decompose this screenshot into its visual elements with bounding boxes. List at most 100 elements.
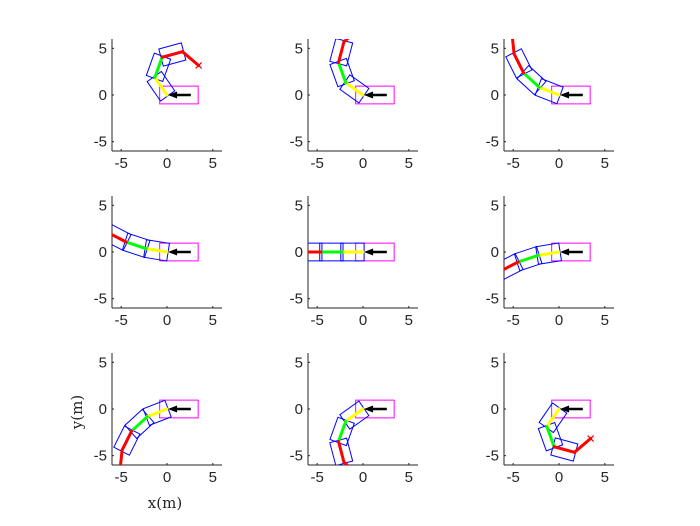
lead-body	[551, 242, 591, 262]
y-tick-label: -5	[486, 134, 499, 151]
subplot-row3-col3: -5 0 5 -5 0 5	[486, 353, 614, 486]
path-segment	[344, 407, 365, 423]
plot-area	[505, 39, 591, 105]
lead-body	[355, 399, 395, 419]
heading-arrow-head	[559, 91, 570, 99]
path-segment	[504, 260, 520, 272]
y-tick-label: 0	[99, 401, 107, 418]
module-body	[505, 48, 533, 79]
heading-arrow-head	[559, 248, 570, 256]
end-marker	[587, 435, 595, 442]
x-tick-label: 5	[209, 155, 217, 172]
path-segment	[482, 272, 499, 285]
end-marker	[357, 25, 363, 31]
y-tick-label: 5	[99, 354, 107, 371]
y-tick-label: 5	[491, 354, 499, 371]
x-tick-label: 0	[555, 312, 563, 329]
path-segment	[153, 75, 169, 97]
y-tick-label: 0	[295, 87, 303, 104]
y-tick-label: 5	[491, 197, 499, 214]
lead-body	[355, 85, 395, 105]
x-tick-label: -5	[114, 155, 127, 172]
path-segment	[512, 52, 526, 75]
x-tick-label: -5	[506, 155, 519, 172]
path-segment	[119, 448, 124, 465]
end-marker	[276, 249, 282, 255]
heading-arrow-head	[559, 405, 570, 413]
y-tick-label: -5	[94, 134, 107, 151]
x-tick-label: 5	[601, 469, 609, 486]
x-tick-label: 0	[359, 155, 367, 172]
path-segment	[153, 55, 164, 79]
x-tick-label: 0	[555, 155, 563, 172]
subplot-row1-col1: -5 0 5 -5 0 5	[94, 39, 222, 172]
plot-area	[537, 399, 595, 462]
module-body	[308, 242, 323, 262]
x-tick-label: -5	[310, 312, 323, 329]
y-tick-label: 0	[491, 401, 499, 418]
x-tick-label: 5	[405, 312, 413, 329]
plot-area	[276, 242, 395, 262]
module-body	[504, 252, 524, 280]
x-tick-label: 5	[405, 155, 413, 172]
y-tick-label: -5	[290, 134, 303, 151]
subplot-row1-col3: -5 0 5 -5 0 5	[486, 39, 614, 172]
x-tick-label: 0	[555, 469, 563, 486]
plot-area	[113, 399, 199, 465]
module-body	[534, 77, 564, 105]
y-tick-label: 0	[99, 87, 107, 104]
y-tick-label: -5	[486, 448, 499, 465]
y-tick-label: 0	[491, 87, 499, 104]
plot-area	[87, 217, 199, 262]
path-segment	[144, 247, 169, 254]
module-body	[329, 437, 354, 465]
x-tick-label: -5	[310, 469, 323, 486]
x-tick-label: -5	[506, 469, 519, 486]
end-marker	[87, 217, 93, 223]
lead-body	[159, 85, 199, 105]
module-body	[538, 402, 568, 434]
module-body	[339, 74, 370, 104]
plot-area	[329, 25, 395, 105]
y-tick-label: 0	[295, 401, 303, 418]
module-body	[537, 421, 564, 452]
y-tick-label: 5	[295, 197, 303, 214]
lead-body	[355, 242, 395, 262]
path-segment	[344, 81, 365, 97]
x-tick-label: 5	[405, 469, 413, 486]
plot-area	[145, 42, 203, 105]
x-tick-label: 0	[163, 312, 171, 329]
y-tick-label: -5	[290, 448, 303, 465]
module-body	[142, 399, 172, 427]
subplot-row2-col2: -5 0 5 -5 0 5	[276, 196, 418, 329]
heading-arrow-head	[363, 91, 374, 99]
heading-arrow-head	[363, 248, 374, 256]
x-tick-label: 5	[601, 155, 609, 172]
y-tick-label: -5	[290, 291, 303, 308]
path-segment	[545, 425, 556, 449]
y-tick-label: -5	[94, 448, 107, 465]
y-tick-label: 5	[295, 40, 303, 57]
x-tick-label: 5	[209, 469, 217, 486]
y-axis-label: y(m)	[68, 395, 86, 430]
subplot-row3-col1: -5 0 5 -5 0 5	[94, 353, 222, 486]
path-segment	[511, 39, 516, 56]
path-segment	[342, 39, 350, 44]
path-segment	[145, 407, 169, 419]
module-body	[329, 39, 354, 67]
path-segment	[337, 40, 346, 65]
heading-arrow-head	[363, 405, 374, 413]
path-segment	[120, 429, 134, 452]
heading-arrow-head	[167, 91, 178, 99]
y-tick-label: 0	[295, 244, 303, 261]
end-marker	[479, 281, 485, 287]
y-tick-label: 5	[99, 197, 107, 214]
path-segment	[337, 61, 348, 85]
x-tick-label: -5	[506, 312, 519, 329]
x-tick-label: 0	[359, 469, 367, 486]
path-segment	[536, 250, 561, 257]
y-tick-label: 5	[295, 354, 303, 371]
y-tick-label: 5	[99, 40, 107, 57]
x-tick-label: 5	[601, 312, 609, 329]
module-body	[516, 64, 547, 96]
